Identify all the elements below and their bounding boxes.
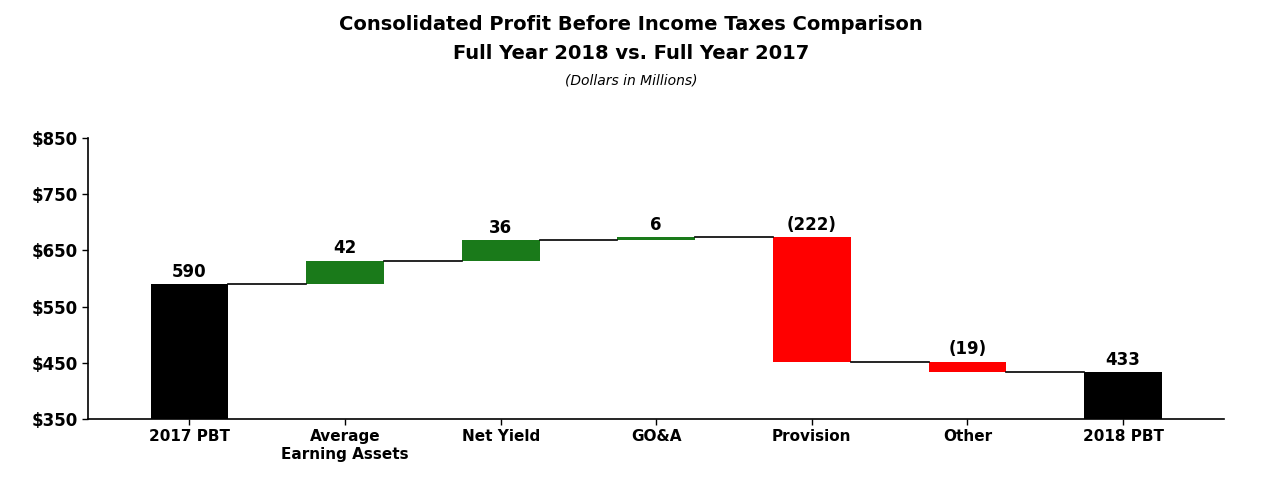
Bar xyxy=(307,261,384,284)
Bar xyxy=(929,362,1006,372)
Text: 6: 6 xyxy=(650,215,663,234)
Text: 36: 36 xyxy=(490,219,512,237)
Text: 433: 433 xyxy=(1106,351,1141,369)
Bar xyxy=(150,284,228,419)
Text: (Dollars in Millions): (Dollars in Millions) xyxy=(565,74,697,88)
Bar xyxy=(772,237,851,362)
Text: (222): (222) xyxy=(787,215,837,234)
Text: 590: 590 xyxy=(172,263,207,281)
Bar xyxy=(462,240,540,261)
Text: (19): (19) xyxy=(948,340,987,358)
Text: Consolidated Profit Before Income Taxes Comparison: Consolidated Profit Before Income Taxes … xyxy=(339,15,923,34)
Bar xyxy=(617,237,695,240)
Text: Full Year 2018 vs. Full Year 2017: Full Year 2018 vs. Full Year 2017 xyxy=(453,44,809,64)
Text: 42: 42 xyxy=(333,239,357,257)
Bar xyxy=(1084,372,1162,419)
